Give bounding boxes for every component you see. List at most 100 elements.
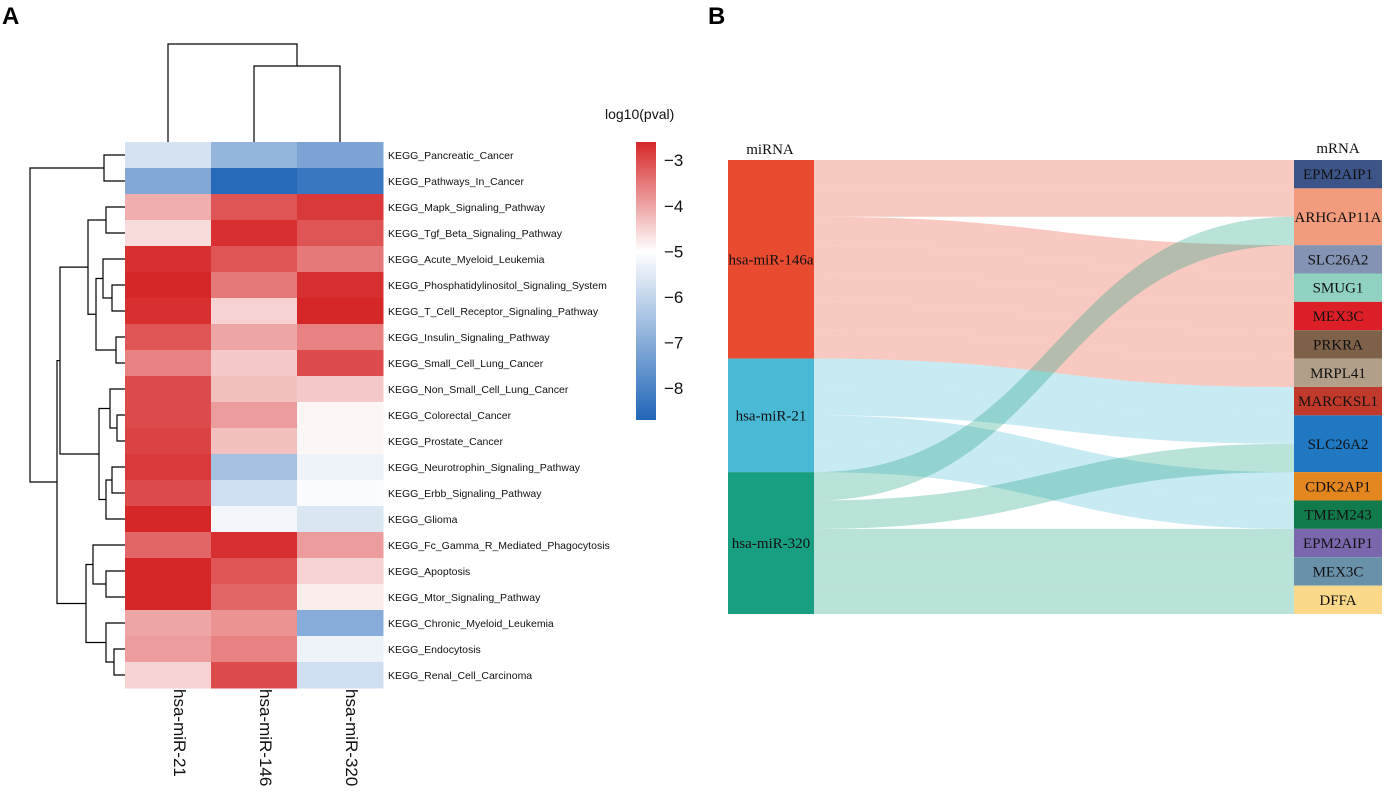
sankey-flows <box>814 160 1294 614</box>
mrna-node <box>1294 301 1382 331</box>
heatmap-cell <box>211 506 298 533</box>
heatmap-cell <box>125 506 212 533</box>
pathway-label: KEGG_Insulin_Signaling_Pathway <box>388 332 550 344</box>
mrna-label: MEX3C <box>1313 564 1364 580</box>
dendrogram-branch <box>56 359 86 605</box>
sankey-flow <box>814 188 1294 217</box>
heatmap-cell <box>297 662 384 689</box>
sankey-panel: miRNA mRNA hsa-miR-146ahsa-miR-21hsa-miR… <box>728 141 1382 614</box>
sankey-flow <box>814 557 1294 586</box>
heatmap-cell <box>125 584 212 611</box>
dendrogram-branch <box>115 336 125 364</box>
panel-b-label: B <box>708 3 725 30</box>
pathway-label: KEGG_Endocytosis <box>388 644 481 656</box>
dendrogram-branch <box>59 266 99 455</box>
dendrogram-branch <box>105 479 125 520</box>
column-labels: hsa-miR-21 hsa-miR-146 hsa-miR-320 <box>170 689 361 786</box>
mrna-node <box>1294 358 1382 387</box>
sankey-flow <box>814 585 1294 614</box>
mirna-node <box>728 358 814 473</box>
heatmap-cell <box>297 506 384 533</box>
pathway-label: KEGG_Mtor_Signaling_Pathway <box>388 592 541 604</box>
pathway-label: KEGG_Renal_Cell_Carcinoma <box>388 670 532 682</box>
pathway-label: KEGG_Tgf_Beta_Signaling_Pathway <box>388 228 563 240</box>
pathway-label: KEGG_Pancreatic_Cancer <box>388 150 514 162</box>
mrna-label: MEX3C <box>1313 309 1364 325</box>
mrna-label: MRPL41 <box>1310 366 1366 382</box>
mrna-node <box>1294 585 1382 614</box>
mrna-label: TMEM243 <box>1304 508 1372 524</box>
mrna-label: EPM2AIP1 <box>1303 167 1373 183</box>
mirna-column-header: miRNA <box>746 142 794 158</box>
heatmap-cell <box>125 480 212 507</box>
mrna-label: PRKRA <box>1313 337 1363 353</box>
heatmap-cell <box>211 532 298 559</box>
column-dendrogram <box>167 43 341 142</box>
dendrogram-branch <box>105 622 125 663</box>
mirna-label: hsa-miR-146a <box>729 252 814 268</box>
heatmap-cell <box>211 272 298 299</box>
sankey-flow <box>814 160 1294 189</box>
legend-tick-label: −5 <box>664 242 683 261</box>
row-labels: KEGG_Pancreatic_Cancer KEGG_Pathways_In_C… <box>388 150 610 682</box>
mrna-node <box>1294 160 1382 189</box>
pathway-label: KEGG_Neurotrophin_Signaling_Pathway <box>388 462 581 474</box>
column-label: hsa-miR-21 <box>170 689 189 777</box>
heatmap-cell <box>125 662 212 689</box>
mirna-label: hsa-miR-21 <box>736 408 807 424</box>
heatmap-cell <box>125 298 212 325</box>
heatmap-cell <box>297 610 384 637</box>
dendrogram-branch <box>111 466 125 494</box>
dendrogram-branch <box>92 544 125 585</box>
dendrogram-branch <box>102 258 125 299</box>
legend-tick-label: −8 <box>664 379 683 398</box>
heatmap-cell <box>211 662 298 689</box>
heatmap-panel: KEGG_Pancreatic_Cancer KEGG_Pathways_In_C… <box>29 43 683 786</box>
heatmap-cell <box>297 584 384 611</box>
legend-tick-label: −7 <box>664 334 683 353</box>
panel-a-label: A <box>2 3 19 30</box>
heatmap-cell <box>211 324 298 351</box>
dendrogram-branch <box>95 277 116 351</box>
heatmap-cell <box>211 194 298 221</box>
heatmap-cell <box>297 558 384 585</box>
mrna-label: EPM2AIP1 <box>1303 536 1373 552</box>
mirna-node <box>728 472 814 614</box>
heatmap-cell <box>297 636 384 663</box>
mrna-nodes: EPM2AIP1 ARHGAP11A SLC26A2 SMUG1 MEX3C PRKRA M… <box>1294 160 1382 614</box>
sankey-flow <box>814 443 1294 529</box>
heatmap-cell <box>125 142 212 169</box>
row-dendrogram <box>29 154 125 676</box>
heatmap-cell <box>297 350 384 377</box>
heatmap-cell <box>297 272 384 299</box>
heatmap-cells <box>125 142 384 689</box>
heatmap-cell <box>211 402 298 429</box>
column-label: hsa-miR-320 <box>342 689 361 786</box>
pathway-label: KEGG_Chronic_Myeloid_Leukemia <box>388 618 554 630</box>
dendrogram-branch <box>103 154 125 182</box>
mrna-label: SLC26A2 <box>1308 437 1369 453</box>
pathway-label: KEGG_Non_Small_Cell_Lung_Cancer <box>388 384 569 396</box>
heatmap-cell <box>125 532 212 559</box>
heatmap-cell <box>125 636 212 663</box>
mrna-label: SLC26A2 <box>1308 252 1369 268</box>
heatmap-cell <box>297 246 384 273</box>
mrna-node <box>1294 273 1382 302</box>
mrna-node <box>1294 472 1382 501</box>
sankey-flow <box>814 330 1294 387</box>
sankey-flow <box>814 443 1294 529</box>
mrna-node <box>1294 330 1382 359</box>
heatmap-cell <box>211 636 298 663</box>
heatmap-cell <box>297 376 384 403</box>
mirna-label: hsa-miR-320 <box>732 536 810 552</box>
heatmap-cell <box>125 168 212 195</box>
heatmap-cell <box>297 402 384 429</box>
heatmap-cell <box>297 532 384 559</box>
heatmap-cell <box>297 220 384 247</box>
dendrogram-branch <box>253 65 341 142</box>
mrna-node <box>1294 387 1382 416</box>
mrna-label: DFFA <box>1319 593 1356 609</box>
dendrogram-branch <box>167 43 298 142</box>
heatmap-cell <box>297 142 384 169</box>
